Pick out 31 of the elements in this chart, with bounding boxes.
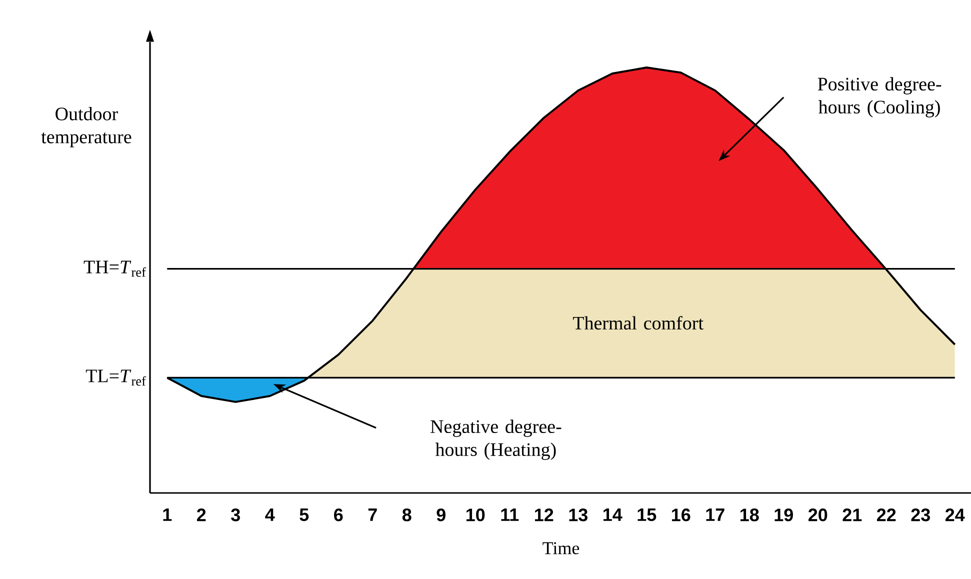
x-tick-label: 11 <box>501 508 519 521</box>
x-tick-label: 16 <box>672 508 690 522</box>
x-tick-label: 12 <box>535 508 554 522</box>
band-label: Negative degree-hours (Heating) <box>430 420 562 460</box>
ref-line-label: TH=T$_{ref}$ <box>84 260 146 277</box>
x-tick-label: 6 <box>334 508 343 522</box>
x-tick-label: 20 <box>808 508 828 522</box>
x-tick-label: 17 <box>706 508 724 521</box>
x-axis-title: Time <box>542 542 580 554</box>
x-tick-label: 2 <box>197 508 206 522</box>
band-label: Positive degree-hours (Cooling) <box>818 77 942 118</box>
x-tick-label: 15 <box>638 508 656 522</box>
x-tick-label: 21 <box>842 508 862 522</box>
x-tick-label: 19 <box>774 508 793 522</box>
x-tick-label: 3 <box>231 508 240 522</box>
band-label: Thermal comfort <box>572 316 704 330</box>
x-tick-label: 23 <box>911 508 930 522</box>
x-tick-label: 7 <box>368 508 377 521</box>
x-tick-label: 10 <box>466 508 485 522</box>
x-tick-label: 13 <box>569 508 588 522</box>
x-tick-label: 14 <box>604 508 622 521</box>
x-tick-label: 22 <box>876 508 896 522</box>
x-tick-label: 24 <box>946 508 965 522</box>
x-tick-label: 8 <box>402 508 412 522</box>
x-tick-label: 18 <box>740 508 759 522</box>
y-axis-title: Outdoor temperature <box>41 106 132 148</box>
ref-line-label: TL=T$_{ref}$ <box>86 370 146 386</box>
x-tick-label: 4 <box>265 508 275 521</box>
x-tick-label: 5 <box>300 508 309 522</box>
x-tick-label: 1 <box>163 508 172 521</box>
x-tick-label: 9 <box>436 508 446 522</box>
